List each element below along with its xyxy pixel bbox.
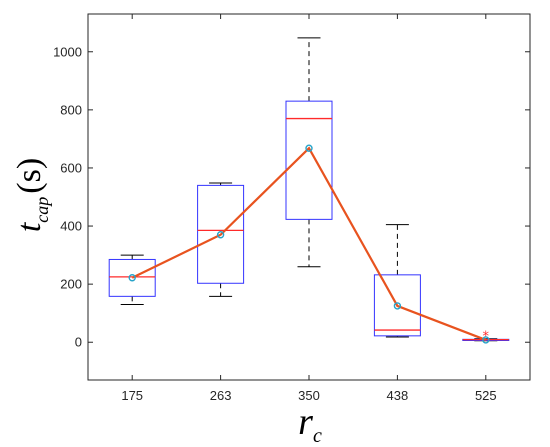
mean-line bbox=[131, 146, 487, 341]
y-axis-label-unit: (s) bbox=[11, 158, 48, 194]
mean-line-group bbox=[128, 144, 490, 344]
plot-area bbox=[87, 13, 531, 381]
y-axis: 0 200 400 600 800 1000 bbox=[53, 44, 530, 350]
x-tick-label: 350 bbox=[298, 388, 320, 403]
y-tick-label: 800 bbox=[60, 102, 82, 117]
x-axis: 175 263 350 438 525 bbox=[121, 14, 497, 403]
mean-marker bbox=[128, 274, 136, 282]
x-axis-label-sub: c bbox=[313, 425, 322, 447]
mean-marker bbox=[393, 302, 402, 310]
x-tick-label: 263 bbox=[210, 388, 232, 403]
y-tick-label: 1000 bbox=[53, 44, 82, 59]
y-axis-label: tcap (s) bbox=[11, 158, 52, 232]
box-438 bbox=[373, 224, 421, 338]
y-tick-label: 600 bbox=[60, 160, 82, 175]
x-axis-label-main: r bbox=[298, 401, 313, 443]
x-axis-label: rc bbox=[298, 401, 322, 447]
box-rect bbox=[108, 258, 156, 297]
mean-marker bbox=[216, 231, 225, 239]
box-350 bbox=[285, 37, 333, 268]
y-axis-label-main: t bbox=[11, 221, 48, 232]
box-rect bbox=[285, 100, 333, 220]
y-tick-label: 200 bbox=[60, 277, 82, 292]
mean-marker bbox=[482, 336, 490, 344]
x-tick-label: 175 bbox=[121, 388, 143, 403]
y-axis-label-sub: cap bbox=[32, 197, 52, 223]
box-rect bbox=[373, 274, 421, 337]
x-tick-label: 525 bbox=[475, 388, 497, 403]
box-rect bbox=[197, 184, 245, 284]
x-tick-label: 438 bbox=[387, 388, 409, 403]
mean-marker bbox=[305, 144, 313, 152]
y-tick-label: 400 bbox=[60, 219, 82, 234]
y-tick-label: 0 bbox=[75, 335, 82, 350]
box-263 bbox=[197, 182, 245, 297]
